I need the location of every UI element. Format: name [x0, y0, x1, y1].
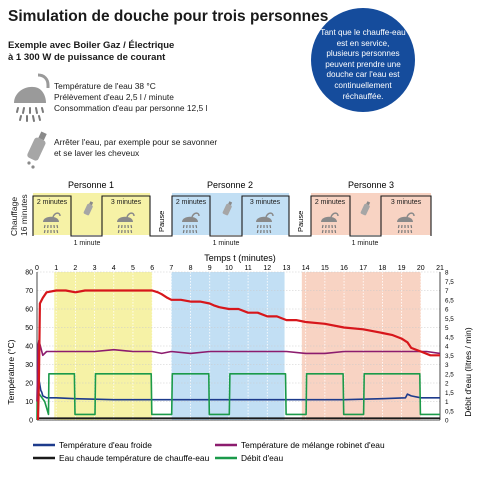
- y-right-tick-label: 5,5: [445, 316, 454, 323]
- y-axis-left-title: Température (°C): [6, 339, 16, 404]
- shower-head-icon: [14, 73, 50, 122]
- timeline-shower-icon: [256, 212, 274, 234]
- y-left-tick-label: 80: [25, 270, 33, 277]
- chauffage-label: Chauffage 16 minutes: [9, 194, 29, 236]
- y-right-tick-label: 3: [445, 362, 449, 369]
- x-axis-title: Temps t (minutes): [204, 253, 276, 263]
- p3-pause-label: 1 minute: [352, 240, 379, 247]
- x-tick-label: 19: [398, 265, 406, 272]
- pause-label-1: Pause: [157, 211, 166, 232]
- temperature-flow-chart: 0 1 2 3 4 5 6 7 8 9 10 11 12 13 14 15 16 17 18 19 20 21 01020…: [6, 265, 473, 463]
- subtitle-line-1: Exemple avec Boiler Gaz / Électrique: [8, 40, 175, 51]
- y-left-tick-label: 60: [25, 307, 33, 314]
- x-tick-label: 20: [417, 265, 425, 272]
- x-tick-label: 3: [93, 265, 97, 272]
- timeline-soap-icon: [83, 201, 94, 216]
- x-tick-label: 8: [189, 265, 193, 272]
- chauffage-label-line-2: 16 minutes: [19, 194, 29, 236]
- timeline-shower-icon: [397, 212, 415, 234]
- soap-bottle-icon: [27, 131, 47, 169]
- series-line: [36, 339, 441, 402]
- x-tick-label: 10: [225, 265, 233, 272]
- y-right-tick-label: 7: [445, 288, 449, 295]
- person-3-label: Personne 3: [348, 180, 394, 190]
- y-right-tick-label: 3,5: [445, 353, 454, 360]
- pause-label-2: Pause: [296, 211, 305, 232]
- shower-timeline: Chauffage 16 minutes Personne 1 Personne…: [9, 180, 432, 263]
- y-left-tick-label: 20: [25, 381, 33, 388]
- p3-shower-b-label: 3 minutes: [391, 199, 422, 206]
- y-right-tick-label: 1: [445, 399, 449, 406]
- x-tick-label: 17: [359, 265, 367, 272]
- x-tick-label: 0: [35, 265, 39, 272]
- timeline-shower-icon: [117, 212, 135, 234]
- legend-label: Température de mélange robinet d'eau: [241, 440, 385, 450]
- y-right-tick-label: 6,5: [445, 297, 454, 304]
- y-axis-right-title: Débit d'eau (litres / min): [463, 327, 473, 417]
- x-tick-label: 18: [379, 265, 387, 272]
- x-tick-label: 7: [169, 265, 173, 272]
- timeline-shower-icon: [43, 212, 61, 234]
- x-tick-label: 13: [283, 265, 291, 272]
- chauffage-label-line-1: Chauffage: [9, 197, 19, 236]
- legend-label: Débit d'eau: [241, 453, 283, 463]
- x-tick-label: 21: [436, 265, 444, 272]
- info-consumption: Consommation d'eau par personne 12,5 l: [54, 103, 208, 113]
- x-tick-label: 2: [73, 265, 77, 272]
- y-right-tick-label: 4: [445, 344, 449, 351]
- p3-shower-a-label: 2 minutes: [315, 199, 346, 206]
- info-bubble: Tant que le chauffe-eau est en service, …: [311, 8, 415, 112]
- y-right-tick-label: 7,5: [445, 279, 454, 286]
- x-tick-label: 4: [112, 265, 116, 272]
- timeline-soap-icon: [222, 201, 233, 216]
- y-left-tick-label: 0: [29, 418, 33, 425]
- p1-shower-a-label: 2 minutes: [37, 199, 68, 206]
- p1-pause-label: 1 minute: [74, 240, 101, 247]
- y-left-tick-label: 30: [25, 362, 33, 369]
- p2-shower-b-label: 3 minutes: [250, 199, 281, 206]
- y-right-tick-label: 2: [445, 381, 449, 388]
- x-tick-label: 15: [321, 265, 329, 272]
- info-temperature: Température de l'eau 38 °C: [54, 81, 156, 91]
- x-tick-label: 16: [340, 265, 348, 272]
- y-right-tick-label: 2,5: [445, 371, 454, 378]
- legend-label: Eau chaude température de chauffe-eau: [59, 453, 210, 463]
- info-flow: Prélèvement d'eau 2,5 l / minute: [54, 92, 174, 102]
- y-right-tick-label: 4,5: [445, 334, 454, 341]
- x-tick-label: 11: [244, 265, 251, 272]
- y-right-tick-label: 6: [445, 307, 449, 314]
- y-right-tick-label: 0,5: [445, 408, 454, 415]
- page-title: Simulation de douche pour trois personne…: [8, 8, 329, 25]
- series-line: [36, 373, 440, 421]
- p2-shower-a-label: 2 minutes: [176, 199, 207, 206]
- p1-shower-b-label: 3 minutes: [111, 199, 142, 206]
- x-tick-label: 5: [131, 265, 135, 272]
- x-tick-label: 6: [150, 265, 154, 272]
- y-left-tick-label: 10: [25, 399, 33, 406]
- y-right-tick-label: 8: [445, 270, 449, 277]
- series-line: [36, 289, 440, 421]
- y-right-tick-label: 1,5: [445, 390, 454, 397]
- person-1-label: Personne 1: [68, 180, 114, 190]
- p2-pause-label: 1 minute: [213, 240, 240, 247]
- x-tick-label: 9: [208, 265, 212, 272]
- y-left-tick-label: 40: [25, 344, 33, 351]
- soap-line-1: Arrêter l'eau, par exemple pour se savon…: [54, 137, 218, 147]
- person-2-label: Personne 2: [207, 180, 253, 190]
- timeline-soap-icon: [360, 201, 371, 216]
- soap-line-2: et se laver les cheveux: [54, 148, 140, 158]
- timeline-shower-icon: [182, 212, 200, 234]
- y-right-tick-label: 0: [445, 418, 449, 425]
- timeline-shower-icon: [321, 212, 339, 234]
- x-tick-label: 1: [54, 265, 58, 272]
- timeline-step-line: [32, 195, 432, 237]
- x-tick-label: 14: [302, 265, 310, 272]
- info-bubble-text: Tant que le chauffe-eau est en service, …: [320, 28, 406, 101]
- legend-label: Température d'eau froide: [59, 440, 152, 450]
- y-right-tick-label: 5: [445, 325, 449, 332]
- x-tick-label: 12: [263, 265, 271, 272]
- y-left-tick-label: 50: [25, 325, 33, 332]
- y-left-tick-label: 70: [25, 288, 33, 295]
- subtitle-line-2: à 1 300 W de puissance de courant: [8, 52, 166, 63]
